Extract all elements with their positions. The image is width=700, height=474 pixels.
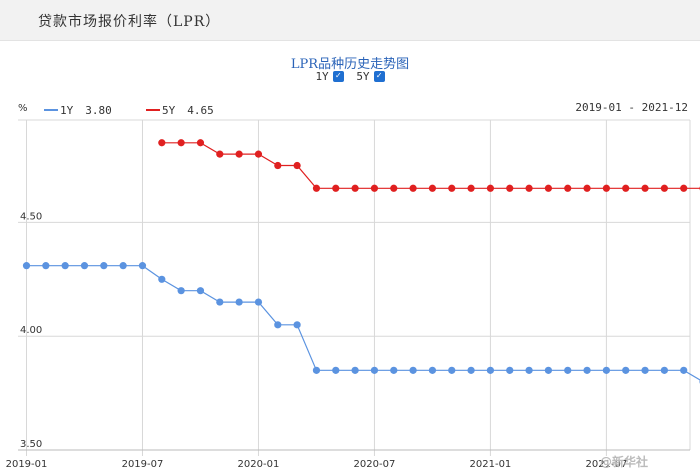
data-point-5y xyxy=(254,150,263,158)
data-point-1y xyxy=(544,366,553,374)
checkbox-5y-checked-icon[interactable]: ✓ xyxy=(373,71,385,82)
data-point-1y xyxy=(428,366,437,374)
data-point-1y xyxy=(564,366,572,374)
legend-5y-name: 5Y xyxy=(162,103,176,117)
x-tick-label: 2020-01 xyxy=(238,459,280,470)
data-point-1y xyxy=(119,262,127,270)
data-point-1y xyxy=(602,366,611,374)
page-title: 贷款市场报价利率（LPR） xyxy=(38,14,221,30)
data-point-1y xyxy=(467,366,475,374)
legend-1y-name: 1Y xyxy=(60,103,74,117)
data-point-1y xyxy=(370,366,379,374)
data-point-5y xyxy=(486,184,495,192)
data-point-5y xyxy=(370,184,379,192)
data-point-1y xyxy=(409,366,417,374)
data-point-5y xyxy=(216,150,224,158)
data-point-5y xyxy=(293,161,301,170)
data-point-1y xyxy=(138,262,147,270)
data-point-1y xyxy=(100,262,108,270)
page-header: 贷款市场报价利率（LPR） xyxy=(0,0,700,41)
data-point-1y xyxy=(332,366,340,374)
data-point-5y xyxy=(235,150,243,158)
data-point-1y xyxy=(22,262,31,270)
data-point-1y xyxy=(641,366,649,374)
data-point-1y xyxy=(525,366,533,374)
legend-1y-line-icon xyxy=(44,109,58,111)
data-point-5y xyxy=(390,184,398,192)
data-point-1y xyxy=(680,366,688,374)
data-point-5y xyxy=(660,184,668,192)
data-point-1y xyxy=(216,298,224,306)
legend-item-1y[interactable]: 1Y 3.80 xyxy=(44,103,112,117)
data-point-1y xyxy=(235,298,243,306)
data-point-5y xyxy=(312,184,321,192)
data-point-5y xyxy=(564,184,572,192)
toggle-1y[interactable]: 1Y ✓ xyxy=(315,70,344,83)
data-point-5y xyxy=(602,184,611,192)
x-tick-label: 2020-07 xyxy=(354,459,396,470)
chart-title: LPR品种历史走势图 xyxy=(290,57,410,72)
data-point-5y xyxy=(641,184,649,192)
watermark: @新华社 xyxy=(600,455,649,469)
data-point-1y xyxy=(312,366,321,374)
data-point-1y xyxy=(486,366,495,374)
x-tick-label: 2019-07 xyxy=(122,459,164,470)
data-point-1y xyxy=(390,366,398,374)
data-point-5y xyxy=(332,184,340,192)
data-point-5y xyxy=(506,184,514,192)
data-point-1y xyxy=(660,366,668,374)
data-point-5y xyxy=(622,184,630,192)
data-point-1y xyxy=(506,366,514,374)
x-tick-label: 2021-01 xyxy=(470,459,512,470)
legend-5y-value: 4.65 xyxy=(187,103,214,117)
data-point-5y xyxy=(196,139,205,147)
data-point-5y xyxy=(544,184,553,192)
data-point-5y xyxy=(448,184,456,192)
y-tick-label: 3.50 xyxy=(20,439,42,450)
series-1y xyxy=(22,262,700,384)
x-tick-label: 2019-01 xyxy=(6,459,48,470)
legend-1y-value: 3.80 xyxy=(85,103,112,117)
data-point-1y xyxy=(274,321,282,329)
data-point-1y xyxy=(351,366,359,374)
data-point-1y xyxy=(254,298,263,306)
data-point-1y xyxy=(177,287,185,295)
data-point-5y xyxy=(680,184,688,192)
data-point-5y xyxy=(409,184,417,192)
series-5y xyxy=(158,139,700,192)
series-line-5y xyxy=(161,142,700,189)
data-point-1y xyxy=(196,287,205,295)
series-line-1y xyxy=(26,265,700,381)
data-point-1y xyxy=(448,366,456,374)
data-point-5y xyxy=(525,184,533,192)
data-point-1y xyxy=(583,366,591,374)
data-point-5y xyxy=(158,139,166,147)
toggle-5y[interactable]: 5Y ✓ xyxy=(356,70,385,83)
data-point-5y xyxy=(351,184,359,192)
data-point-5y xyxy=(428,184,437,192)
series-toggles: 1Y ✓ 5Y ✓ xyxy=(0,70,700,83)
toggle-1y-label: 1Y xyxy=(315,70,329,83)
data-point-1y xyxy=(42,262,50,270)
data-point-5y xyxy=(177,139,185,147)
data-point-5y xyxy=(583,184,591,192)
data-point-5y xyxy=(467,184,475,192)
y-tick-label: 4.50 xyxy=(20,211,42,222)
legend-item-5y[interactable]: 5Y 4.65 xyxy=(146,103,214,117)
toggle-5y-label: 5Y xyxy=(356,70,370,83)
date-range: 2019-01 - 2021-12 xyxy=(575,101,688,114)
data-point-1y xyxy=(158,275,166,283)
data-point-1y xyxy=(622,366,630,374)
y-axis-unit: % xyxy=(18,103,28,114)
x-tick-label: 2021-07 xyxy=(586,459,628,470)
data-point-5y xyxy=(274,161,282,170)
checkbox-1y-checked-icon[interactable]: ✓ xyxy=(332,71,344,82)
data-point-1y xyxy=(293,321,301,329)
data-point-1y xyxy=(61,262,69,270)
data-point-1y xyxy=(80,262,89,270)
legend-5y-line-icon xyxy=(146,109,160,111)
y-tick-label: 4.00 xyxy=(20,325,42,336)
